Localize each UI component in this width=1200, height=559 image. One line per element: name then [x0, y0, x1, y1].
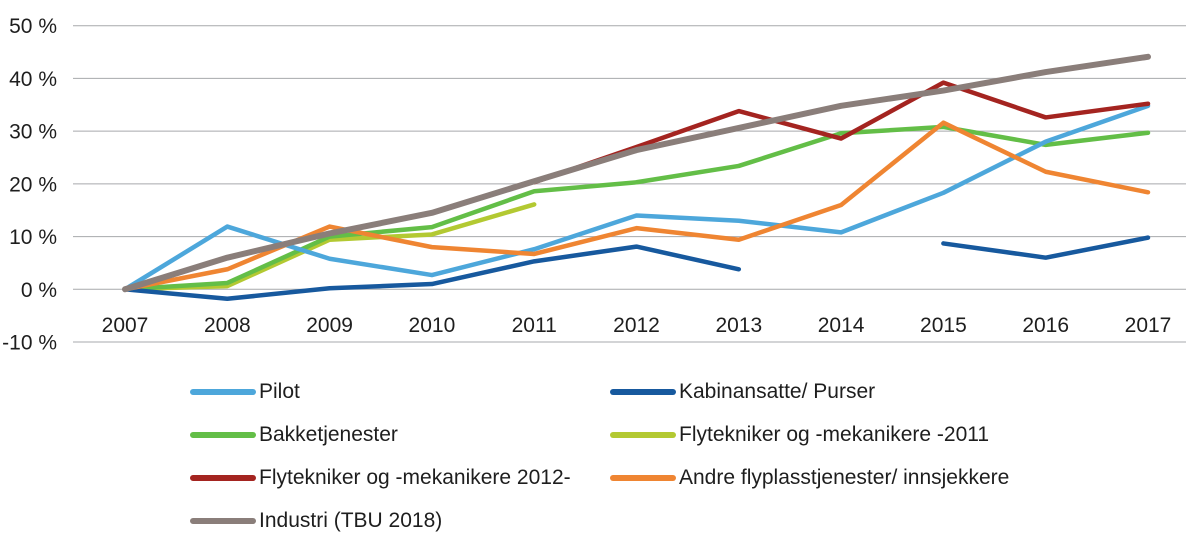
y-axis-tick-label: 10 %	[9, 226, 57, 249]
legend-item: Bakketjenester	[190, 413, 571, 456]
series-line-industri-tbu-2018	[122, 53, 1151, 293]
x-axis-tick-label: 2012	[613, 314, 660, 337]
y-axis-tick-label: 0 %	[21, 279, 57, 302]
legend-label: Flytekniker og -mekanikere -2011	[679, 422, 990, 446]
x-axis-tick-label: 2011	[512, 314, 557, 337]
legend-swatch	[610, 431, 676, 438]
x-axis-tick-label: 2007	[102, 314, 149, 337]
legend-item: Pilot	[190, 370, 571, 413]
chart-legend: Pilot Bakketjenester Flytekniker og -mekan…	[0, 370, 1200, 559]
legend-label: Pilot	[259, 379, 300, 403]
x-axis-tick-label: 2010	[409, 314, 456, 337]
legend-item: Andre flyplasstjenester/ innsjekkere	[610, 456, 1009, 499]
x-axis-tick-label: 2017	[1125, 314, 1172, 337]
series-line-pilot	[122, 103, 1151, 292]
legend-item: Industri (TBU 2018)	[190, 499, 571, 542]
x-axis-tick-label: 2016	[1022, 314, 1069, 337]
legend-label: Kabinansatte/ Purser	[679, 379, 876, 403]
legend-item: Kabinansatte/ Purser	[610, 370, 1009, 413]
y-axis-tick-label: 40 %	[9, 68, 57, 91]
y-axis-tick-label: -10 %	[2, 332, 57, 355]
legend-column-2: Kabinansatte/ Purser Flytekniker og -meka…	[610, 370, 1009, 499]
legend-label: Flytekniker og -mekanikere 2012-	[259, 465, 571, 489]
series-line-kabinansatte-purser	[122, 244, 742, 302]
x-axis-tick-label: 2015	[920, 314, 967, 337]
x-axis-tick-label: 2014	[818, 314, 865, 337]
legend-swatch	[190, 431, 256, 438]
legend-swatch	[190, 474, 256, 481]
legend-column-1: Pilot Bakketjenester Flytekniker og -mekan…	[190, 370, 571, 542]
legend-label: Bakketjenester	[259, 422, 398, 446]
legend-item: Flytekniker og -mekanikere -2011	[610, 413, 1009, 456]
y-axis-tick-label: 20 %	[9, 173, 57, 196]
legend-label: Andre flyplasstjenester/ innsjekkere	[679, 465, 1010, 489]
series-line-bakketjenester	[122, 124, 1151, 292]
legend-swatch	[610, 474, 676, 481]
x-axis-tick-label: 2008	[204, 314, 251, 337]
y-axis-tick-label: 30 %	[9, 121, 57, 144]
legend-swatch	[190, 388, 256, 395]
legend-swatch	[610, 388, 676, 395]
legend-item: Flytekniker og -mekanikere 2012-	[190, 456, 571, 499]
chart-canvas: 50 % 40 % 30 % 20 % 10 % 0 % -10 % 2007 2008 2009…	[2, 15, 1186, 355]
x-axis-tick-label: 2009	[306, 314, 353, 337]
y-axis-tick-label: 50 %	[9, 15, 57, 38]
series-line-flytekniker-og-mekanikere-2012	[531, 80, 1151, 185]
legend-label: Industri (TBU 2018)	[259, 508, 443, 532]
series-line-kabinansatte-purser	[941, 235, 1151, 260]
legend-swatch	[190, 517, 256, 524]
x-axis-tick-label: 2013	[715, 314, 762, 337]
